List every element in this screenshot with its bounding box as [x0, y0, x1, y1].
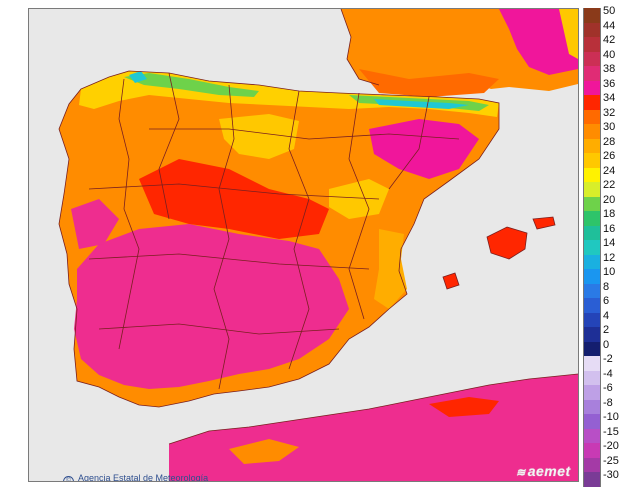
legend-label-positive-15: 16: [603, 222, 616, 235]
legend-swatch-positive-21: [583, 312, 601, 327]
legend-swatch-positive-19: [583, 283, 601, 298]
legend-label-negative-8: -30: [603, 469, 619, 481]
province-borders: [58, 9, 578, 445]
color-legend: 50 44 42 40 38 36 34 32 30 28 26 24 22 20 18 16 14 12 10 8 6…: [583, 5, 629, 487]
logo-swirl-icon: ≋: [516, 467, 526, 479]
legend-label-positive-7: 32: [603, 106, 616, 119]
legend-label-positive-6: 34: [603, 92, 616, 104]
legend-label-positive-19: 8: [603, 280, 610, 293]
legend-label-negative-2: -6: [603, 382, 613, 394]
legend-label-positive-9: 28: [603, 135, 616, 148]
legend-swatch-positive-17: [583, 254, 601, 269]
legend-label-positive-0: 50: [603, 5, 616, 17]
central-red-band: [139, 159, 329, 239]
legend-swatch-negative-2: [583, 385, 601, 400]
legend-swatch-positive-10: [583, 153, 601, 168]
legend-label-negative-0: -2: [603, 353, 613, 365]
legend-label-positive-2: 42: [603, 34, 616, 46]
legend-swatch-positive-1: [583, 22, 601, 37]
legend-swatch-positive-5: [583, 80, 601, 95]
france-south-band: [359, 69, 499, 97]
legend-swatch-negative-3: [583, 399, 601, 414]
legend-label-positive-8: 30: [603, 121, 616, 133]
legend-swatch-positive-4: [583, 66, 601, 81]
legend-swatch-positive-16: [583, 240, 601, 255]
credit-label: © Agencia Estatal de Meteorología: [63, 473, 209, 482]
pyrenees-cyan: [374, 99, 469, 109]
legend-swatch-positive-13: [583, 196, 601, 211]
legend-swatch-positive-12: [583, 182, 601, 197]
legend-swatch-positive-23: [583, 341, 601, 356]
legend-label-positive-16: 14: [603, 237, 616, 249]
ebro-yellow: [329, 179, 389, 219]
south-magenta: [74, 224, 349, 389]
france-yellow-patch: [559, 9, 578, 59]
legend-label-negative-3: -8: [603, 396, 613, 409]
legend-label-negative-6: -20: [603, 440, 619, 452]
africa-red-patch: [429, 397, 499, 417]
map-canvas: [29, 9, 578, 481]
legend-label-positive-22: 2: [603, 324, 610, 336]
legend-swatch-positive-14: [583, 211, 601, 226]
legend-label-positive-18: 10: [603, 266, 616, 278]
legend-swatch-negative-0: [583, 356, 601, 371]
picos-cyan: [129, 71, 147, 83]
cantabria-green: [124, 73, 259, 97]
legend-swatch-positive-2: [583, 37, 601, 52]
legend-swatch-positive-0: [583, 8, 601, 23]
legend-label-positive-17: 12: [603, 251, 616, 264]
legend-label-positive-23: 0: [603, 338, 610, 351]
mallorca: [487, 227, 527, 259]
legend-swatch-positive-6: [583, 95, 601, 110]
legend-label-positive-3: 40: [603, 48, 616, 61]
legend-swatch-positive-22: [583, 327, 601, 342]
logo-text: aemet: [527, 463, 571, 479]
levante-coast: [374, 229, 407, 309]
legend-swatch-positive-18: [583, 269, 601, 284]
legend-swatch-negative-6: [583, 443, 601, 458]
legend-swatch-positive-9: [583, 138, 601, 153]
legend-label-negative-7: -25: [603, 454, 619, 467]
copyright-icon: ©: [63, 476, 74, 481]
legend-label-positive-13: 20: [603, 193, 616, 206]
northeast-hot: [369, 119, 479, 179]
legend-swatch-positive-3: [583, 51, 601, 66]
legend-label-positive-1: 44: [603, 19, 616, 32]
legend-label-positive-4: 38: [603, 63, 616, 75]
legend-label-positive-11: 24: [603, 164, 616, 177]
legend-swatch-positive-15: [583, 225, 601, 240]
west-portugal-magenta: [71, 199, 119, 249]
legend-swatch-negative-5: [583, 428, 601, 443]
ibiza: [443, 273, 459, 289]
legend-label-negative-5: -15: [603, 425, 619, 438]
legend-swatch-positive-8: [583, 124, 601, 139]
legend-swatch-negative-1: [583, 370, 601, 385]
legend-label-positive-20: 6: [603, 295, 610, 307]
aemet-logo: ≋ aemet: [516, 463, 571, 479]
legend-swatch-negative-7: [583, 457, 601, 472]
legend-swatch-positive-7: [583, 109, 601, 124]
legend-swatch-positive-20: [583, 298, 601, 313]
legend-swatch-negative-8: [583, 472, 601, 487]
legend-label-positive-14: 18: [603, 208, 616, 220]
legend-label-positive-5: 36: [603, 77, 616, 90]
temperature-map: © Agencia Estatal de Meteorología ≋ aemet: [28, 8, 579, 482]
legend-label-negative-1: -4: [603, 367, 613, 380]
legend-swatch-positive-11: [583, 167, 601, 182]
north-plateau-yellow: [219, 114, 299, 159]
credit-text: Agencia Estatal de Meteorología: [78, 473, 209, 482]
legend-swatch-negative-4: [583, 414, 601, 429]
legend-label-negative-4: -10: [603, 411, 619, 423]
legend-label-positive-12: 22: [603, 179, 616, 191]
legend-label-positive-10: 26: [603, 150, 616, 162]
africa-orange-patches: [229, 439, 299, 464]
france-inland-hot: [499, 9, 578, 75]
legend-label-positive-21: 4: [603, 309, 610, 322]
